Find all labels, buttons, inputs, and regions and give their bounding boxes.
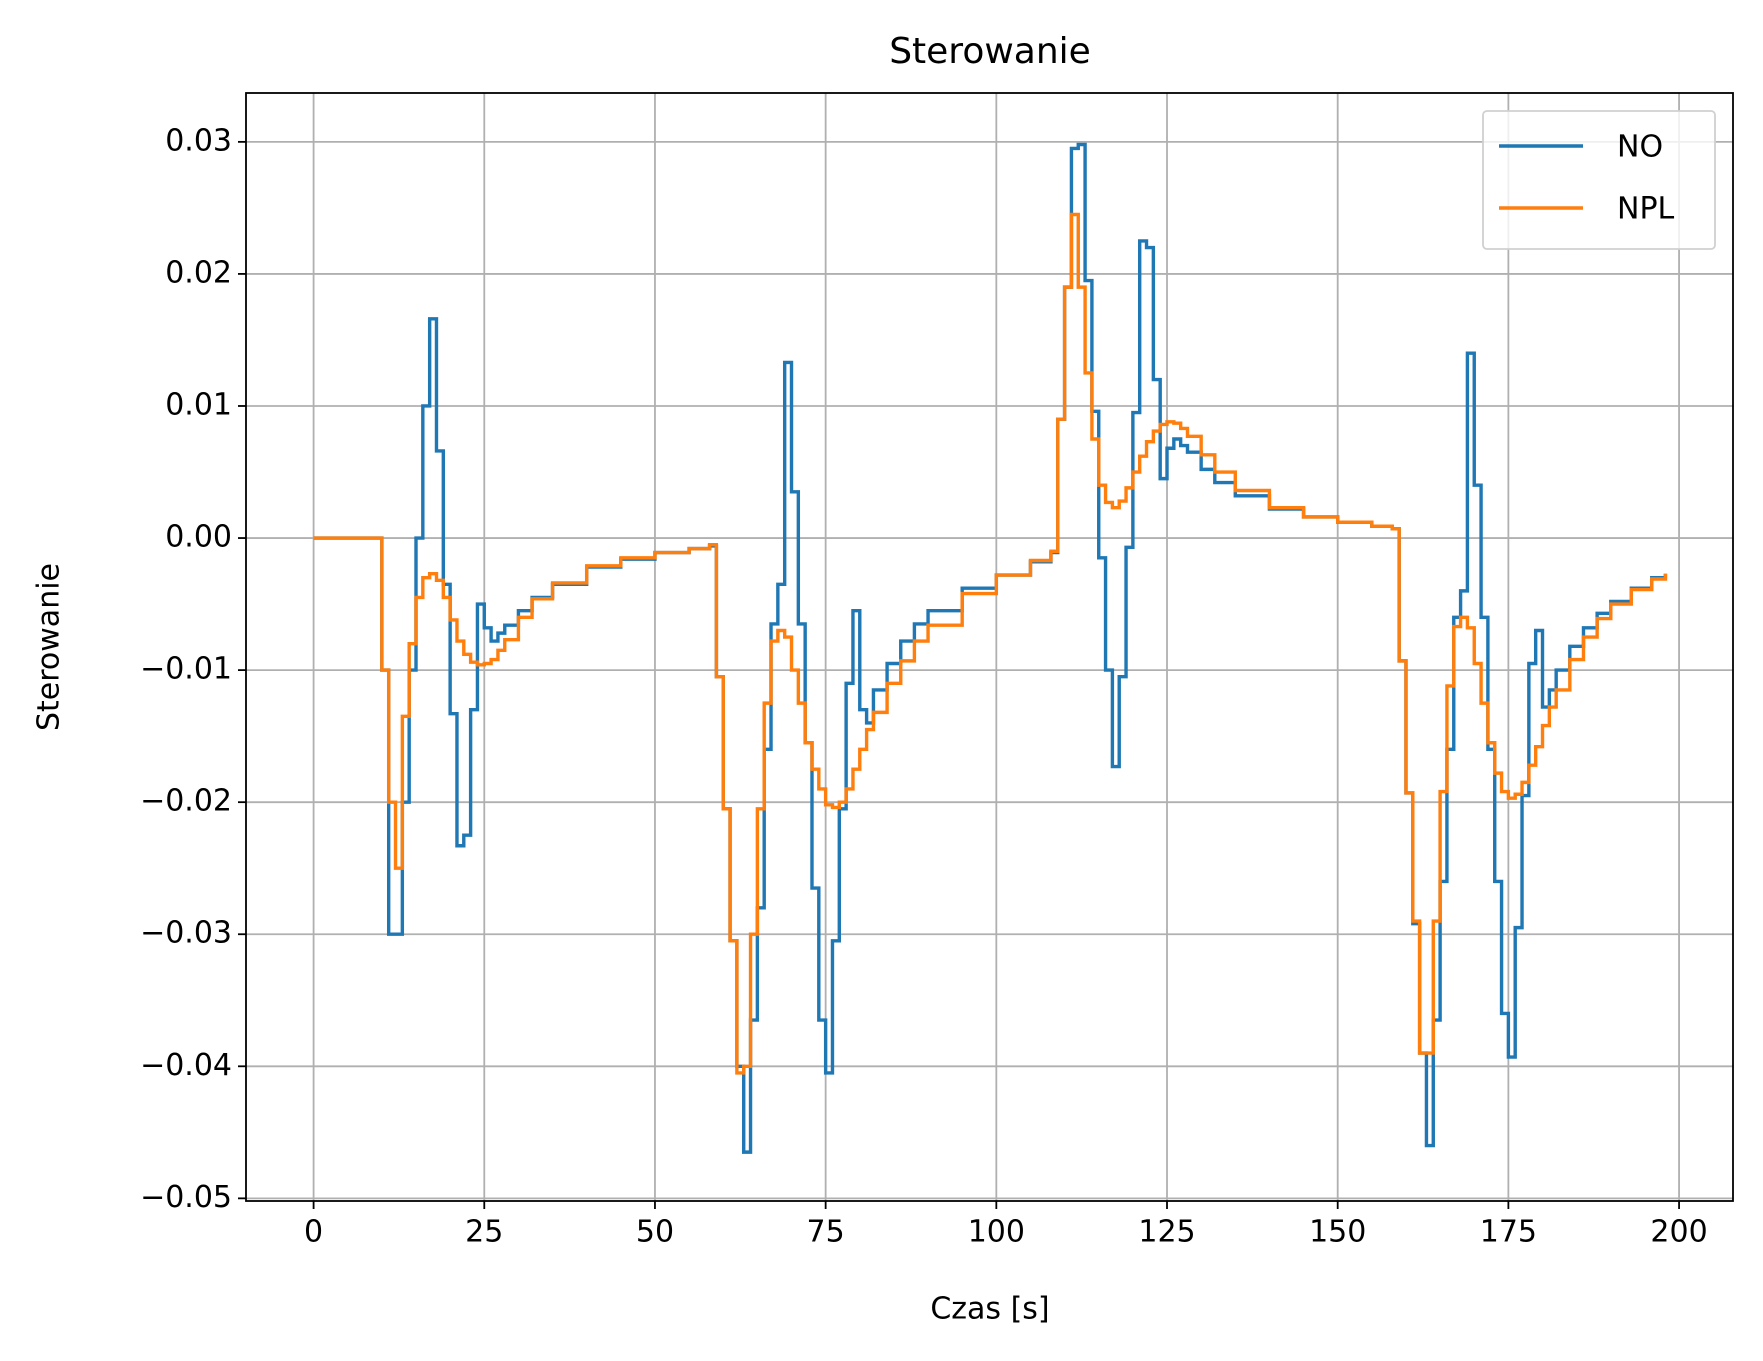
plot-frame xyxy=(245,92,1734,1202)
y-axis-label: Sterowanie xyxy=(32,563,67,731)
y-tick-label: 0.02 xyxy=(165,255,232,290)
legend-box xyxy=(1482,110,1716,250)
x-axis-label: Czas [s] xyxy=(930,1292,1049,1327)
x-tick-label: 50 xyxy=(636,1215,674,1250)
chart-title: Sterowanie xyxy=(889,31,1091,72)
y-tick-label: 0.01 xyxy=(165,387,232,422)
x-tick-label: 75 xyxy=(807,1215,845,1250)
legend-label: NO xyxy=(1617,130,1663,165)
x-tick-label: 175 xyxy=(1480,1215,1537,1250)
y-tick-label: 0.00 xyxy=(165,520,232,555)
y-tick-label: −0.05 xyxy=(140,1180,232,1215)
y-tick-label: 0.03 xyxy=(165,123,232,158)
x-tick-label: 125 xyxy=(1138,1215,1195,1250)
y-tick-label: −0.04 xyxy=(140,1048,232,1083)
x-tick-label: 150 xyxy=(1309,1215,1366,1250)
x-tick-label: 200 xyxy=(1650,1215,1707,1250)
y-tick-label: −0.03 xyxy=(140,916,232,951)
x-tick-label: 100 xyxy=(968,1215,1025,1250)
legend-label: NPL xyxy=(1617,192,1675,227)
y-tick-label: −0.01 xyxy=(140,652,232,687)
y-tick-label: −0.02 xyxy=(140,784,232,819)
data-line xyxy=(313,212,1668,1075)
x-tick-label: 25 xyxy=(465,1215,503,1250)
x-tick-label: 0 xyxy=(304,1215,323,1250)
